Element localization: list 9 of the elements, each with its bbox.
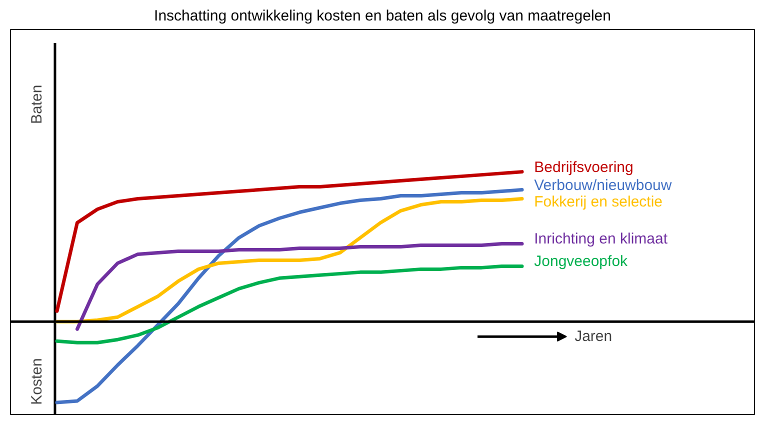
x-axis-title: Jaren — [574, 328, 612, 346]
series-label: Inrichting en klimaat — [534, 230, 668, 248]
series-label: Bedrijfsvoering — [534, 158, 634, 176]
series-label: Fokkerij en selectie — [534, 193, 663, 210]
text: Kosten — [28, 358, 46, 405]
series-label: Verbouw/nieuwbouw — [534, 176, 672, 194]
text: Baten — [28, 84, 46, 124]
series-label: Jongveeopfok — [534, 253, 628, 270]
chart-title: Inschatting ontwikkeling kosten en baten als gevolg van maatregelen — [154, 8, 611, 24]
